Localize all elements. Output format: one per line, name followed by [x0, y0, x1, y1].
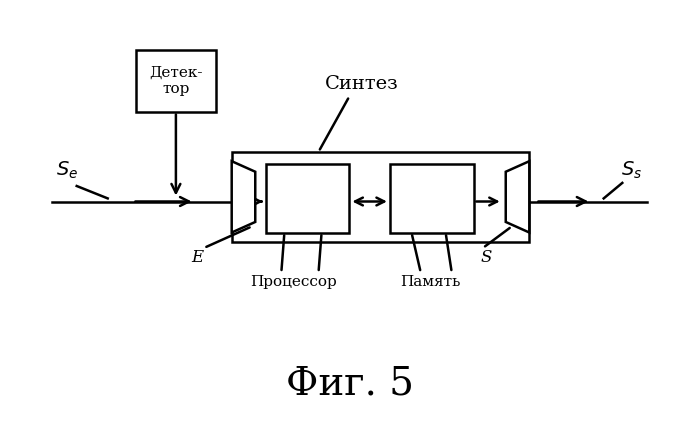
- Text: Детек-
тор: Детек- тор: [149, 66, 203, 96]
- Text: Фиг. 5: Фиг. 5: [285, 366, 414, 403]
- Bar: [231, 152, 529, 242]
- Polygon shape: [506, 161, 529, 233]
- Text: S: S: [480, 249, 491, 266]
- Bar: [266, 164, 350, 233]
- Text: $S_e$: $S_e$: [57, 160, 78, 181]
- Polygon shape: [231, 161, 255, 233]
- Text: Синтез: Синтез: [325, 75, 398, 93]
- Text: $S_s$: $S_s$: [621, 160, 642, 181]
- Bar: [390, 164, 473, 233]
- Text: Процессор: Процессор: [250, 275, 337, 289]
- Text: Память: Память: [400, 275, 460, 289]
- Text: E: E: [192, 249, 203, 266]
- Bar: [136, 49, 216, 112]
